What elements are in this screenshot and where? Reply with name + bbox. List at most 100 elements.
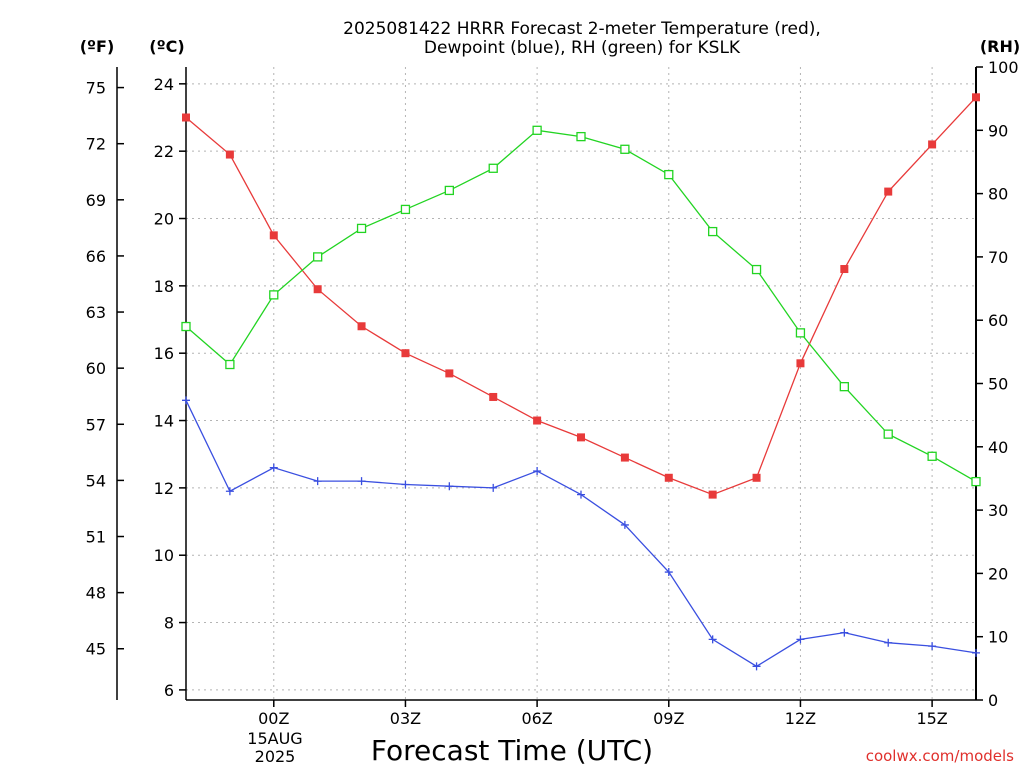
celsius-tick-label: 20 [154, 210, 174, 229]
rh-point [620, 144, 630, 154]
dewpoint-point [972, 648, 980, 657]
temperature-point [577, 433, 585, 442]
temperature-point [796, 359, 805, 368]
fahrenheit-tick-label: 69 [86, 191, 106, 210]
rh-point [664, 169, 674, 180]
temperature-point [489, 392, 498, 401]
labels-layer: 2025081422 HRRR Forecast 2-meter Tempera… [80, 19, 1020, 767]
temperature-point [269, 231, 278, 240]
celsius-tick-label: 6 [164, 681, 174, 700]
fahrenheit-tick-label: 72 [86, 135, 106, 154]
rh-tick-label: 60 [988, 311, 1008, 330]
temperature-point [664, 473, 673, 482]
rh-tick-label: 70 [988, 248, 1008, 267]
dewpoint-point [577, 490, 585, 499]
chart-title-line-1: 2025081422 HRRR Forecast 2-meter Tempera… [343, 19, 821, 39]
dewpoint-point [884, 638, 893, 647]
temperature-point [533, 416, 542, 425]
dewpoint-point [313, 477, 322, 486]
rh-tick-label: 0 [988, 691, 998, 710]
celsius-tick-label: 22 [154, 142, 174, 161]
fahrenheit-tick-label: 48 [86, 584, 106, 603]
ticks-layer: 6 8 10 12 14 16 18 20 22 24 45 48 51 54 57 60 63 66 69 72 75… [86, 58, 1019, 728]
x-axis-title: Forecast Time (UTC) [371, 734, 653, 767]
rh-tick-label: 90 [988, 121, 1008, 140]
celsius-tick-label: 14 [154, 412, 174, 431]
celsius-tick-label: 10 [154, 546, 174, 565]
celsius-tick-label: 18 [154, 277, 174, 296]
dewpoint-point [225, 487, 234, 496]
rh-point [971, 476, 981, 487]
fahrenheit-tick-label: 60 [86, 359, 106, 378]
rh-tick-label: 20 [988, 564, 1008, 583]
temperature-point [313, 285, 322, 294]
rh-axis-label: (RH) [980, 37, 1020, 56]
celsius-axis-label: (ºC) [149, 37, 184, 56]
dewpoint-point [664, 568, 673, 577]
dewpoint-point [445, 482, 454, 491]
dewpoint-point [752, 662, 761, 671]
rh-point [532, 125, 542, 135]
rh-point [356, 223, 367, 234]
celsius-tick-label: 8 [164, 614, 174, 633]
dewpoint-point [269, 463, 278, 472]
rh-point [795, 328, 806, 338]
dewpoint-point [796, 635, 805, 644]
rh-point [488, 163, 498, 173]
temperature-point [620, 453, 629, 462]
fahrenheit-tick-label: 66 [86, 247, 106, 266]
rh-point [751, 264, 762, 275]
rh-point [927, 451, 937, 461]
x-tick-label: 09Z [653, 709, 684, 728]
x-date-label-line-1: 15AUG [247, 729, 302, 748]
temperature-point [357, 322, 366, 331]
dewpoint-point [840, 628, 849, 637]
rh-tick-label: 10 [988, 628, 1008, 647]
x-tick-label: 06Z [521, 709, 552, 728]
rh-tick-label: 50 [988, 375, 1008, 394]
temperature-point [840, 265, 849, 274]
x-date-label-line-2: 2025 [255, 747, 296, 766]
rh-point [708, 226, 718, 237]
temperature-point [884, 187, 893, 196]
rh-point [400, 204, 411, 215]
rh-point [313, 252, 323, 262]
temperature-point [972, 93, 980, 102]
rh-tick-label: 100 [988, 58, 1019, 77]
temperature-point [445, 369, 454, 378]
series-layer [181, 93, 981, 671]
dewpoint-point [401, 480, 410, 489]
temperature-point [928, 140, 937, 149]
dewpoint-point [489, 483, 498, 492]
rh-point [883, 429, 893, 439]
x-tick-label: 00Z [258, 709, 289, 728]
dewpoint-point [357, 477, 366, 486]
celsius-tick-label: 16 [154, 344, 174, 363]
temperature-point [708, 490, 717, 499]
dewpoint-point [620, 520, 629, 529]
rh-point [576, 131, 586, 142]
dewpoint-point [533, 467, 542, 476]
credit-text: coolwx.com/models [866, 747, 1014, 765]
dewpoint-point [182, 396, 190, 405]
temperature-point [225, 150, 234, 159]
rh-tick-label: 40 [988, 438, 1008, 457]
fahrenheit-tick-label: 63 [86, 303, 106, 322]
grid-layer [186, 67, 976, 700]
fahrenheit-tick-label: 51 [86, 528, 106, 547]
temperature-point [182, 113, 190, 122]
fahrenheit-tick-label: 54 [86, 471, 106, 490]
rh-line [185, 129, 977, 483]
x-tick-label: 12Z [785, 709, 816, 728]
temperature-point [401, 349, 410, 358]
chart-title-line-2: Dewpoint (blue), RH (green) for KSLK [424, 38, 741, 58]
rh-point [444, 185, 454, 196]
celsius-tick-label: 24 [154, 75, 174, 94]
rh-point [225, 359, 235, 370]
fahrenheit-tick-label: 57 [86, 415, 106, 434]
rh-tick-label: 80 [988, 185, 1008, 204]
dewpoint-point [928, 642, 937, 651]
temperature-point [752, 473, 761, 482]
fahrenheit-tick-label: 75 [86, 79, 106, 98]
